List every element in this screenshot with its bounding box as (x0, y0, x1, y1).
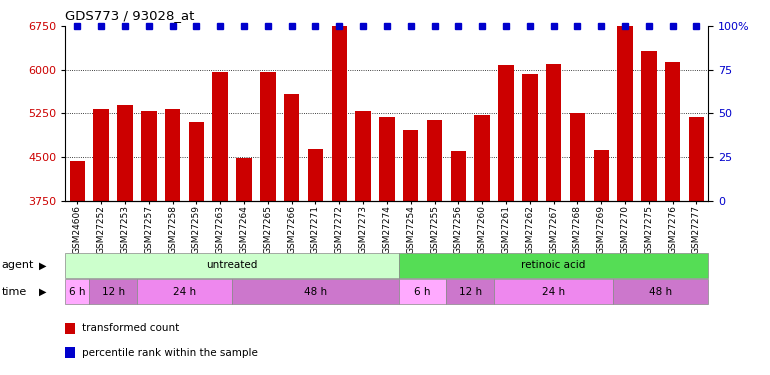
Bar (427, 120, 442, 201)
Bar (570, 113, 585, 201)
Text: 6 h: 6 h (414, 286, 431, 297)
Text: percentile rank within the sample: percentile rank within the sample (82, 348, 257, 357)
Text: 12 h: 12 h (459, 286, 482, 297)
Text: 24 h: 24 h (173, 286, 196, 297)
Text: untreated: untreated (206, 260, 258, 270)
Text: agent: agent (2, 260, 34, 270)
Text: 24 h: 24 h (542, 286, 565, 297)
Bar (498, 65, 514, 201)
Bar (141, 111, 156, 201)
Text: retinoic acid: retinoic acid (521, 260, 586, 270)
Bar (165, 109, 180, 201)
Bar (213, 72, 228, 201)
Bar (665, 62, 681, 201)
Bar (308, 150, 323, 201)
Bar (546, 64, 561, 201)
Bar (356, 111, 371, 201)
Text: ▶: ▶ (38, 286, 46, 297)
Bar (332, 26, 347, 201)
Bar (260, 72, 276, 201)
Bar (403, 130, 418, 201)
Text: 6 h: 6 h (69, 286, 85, 297)
Text: transformed count: transformed count (82, 323, 179, 333)
Text: 48 h: 48 h (304, 286, 327, 297)
Bar (236, 158, 252, 201)
Bar (379, 117, 395, 201)
Bar (641, 51, 657, 201)
Bar (93, 110, 109, 201)
Bar (69, 161, 85, 201)
Bar (284, 94, 300, 201)
Text: 12 h: 12 h (102, 286, 125, 297)
Bar (189, 122, 204, 201)
Text: time: time (2, 286, 27, 297)
Text: ▶: ▶ (38, 260, 46, 270)
Bar (594, 150, 609, 201)
Bar (618, 26, 633, 201)
Bar (117, 105, 132, 201)
Bar (522, 75, 537, 201)
Bar (450, 151, 466, 201)
Bar (688, 117, 705, 201)
Text: GDS773 / 93028_at: GDS773 / 93028_at (65, 9, 195, 22)
Bar (474, 115, 490, 201)
Text: 48 h: 48 h (649, 286, 672, 297)
